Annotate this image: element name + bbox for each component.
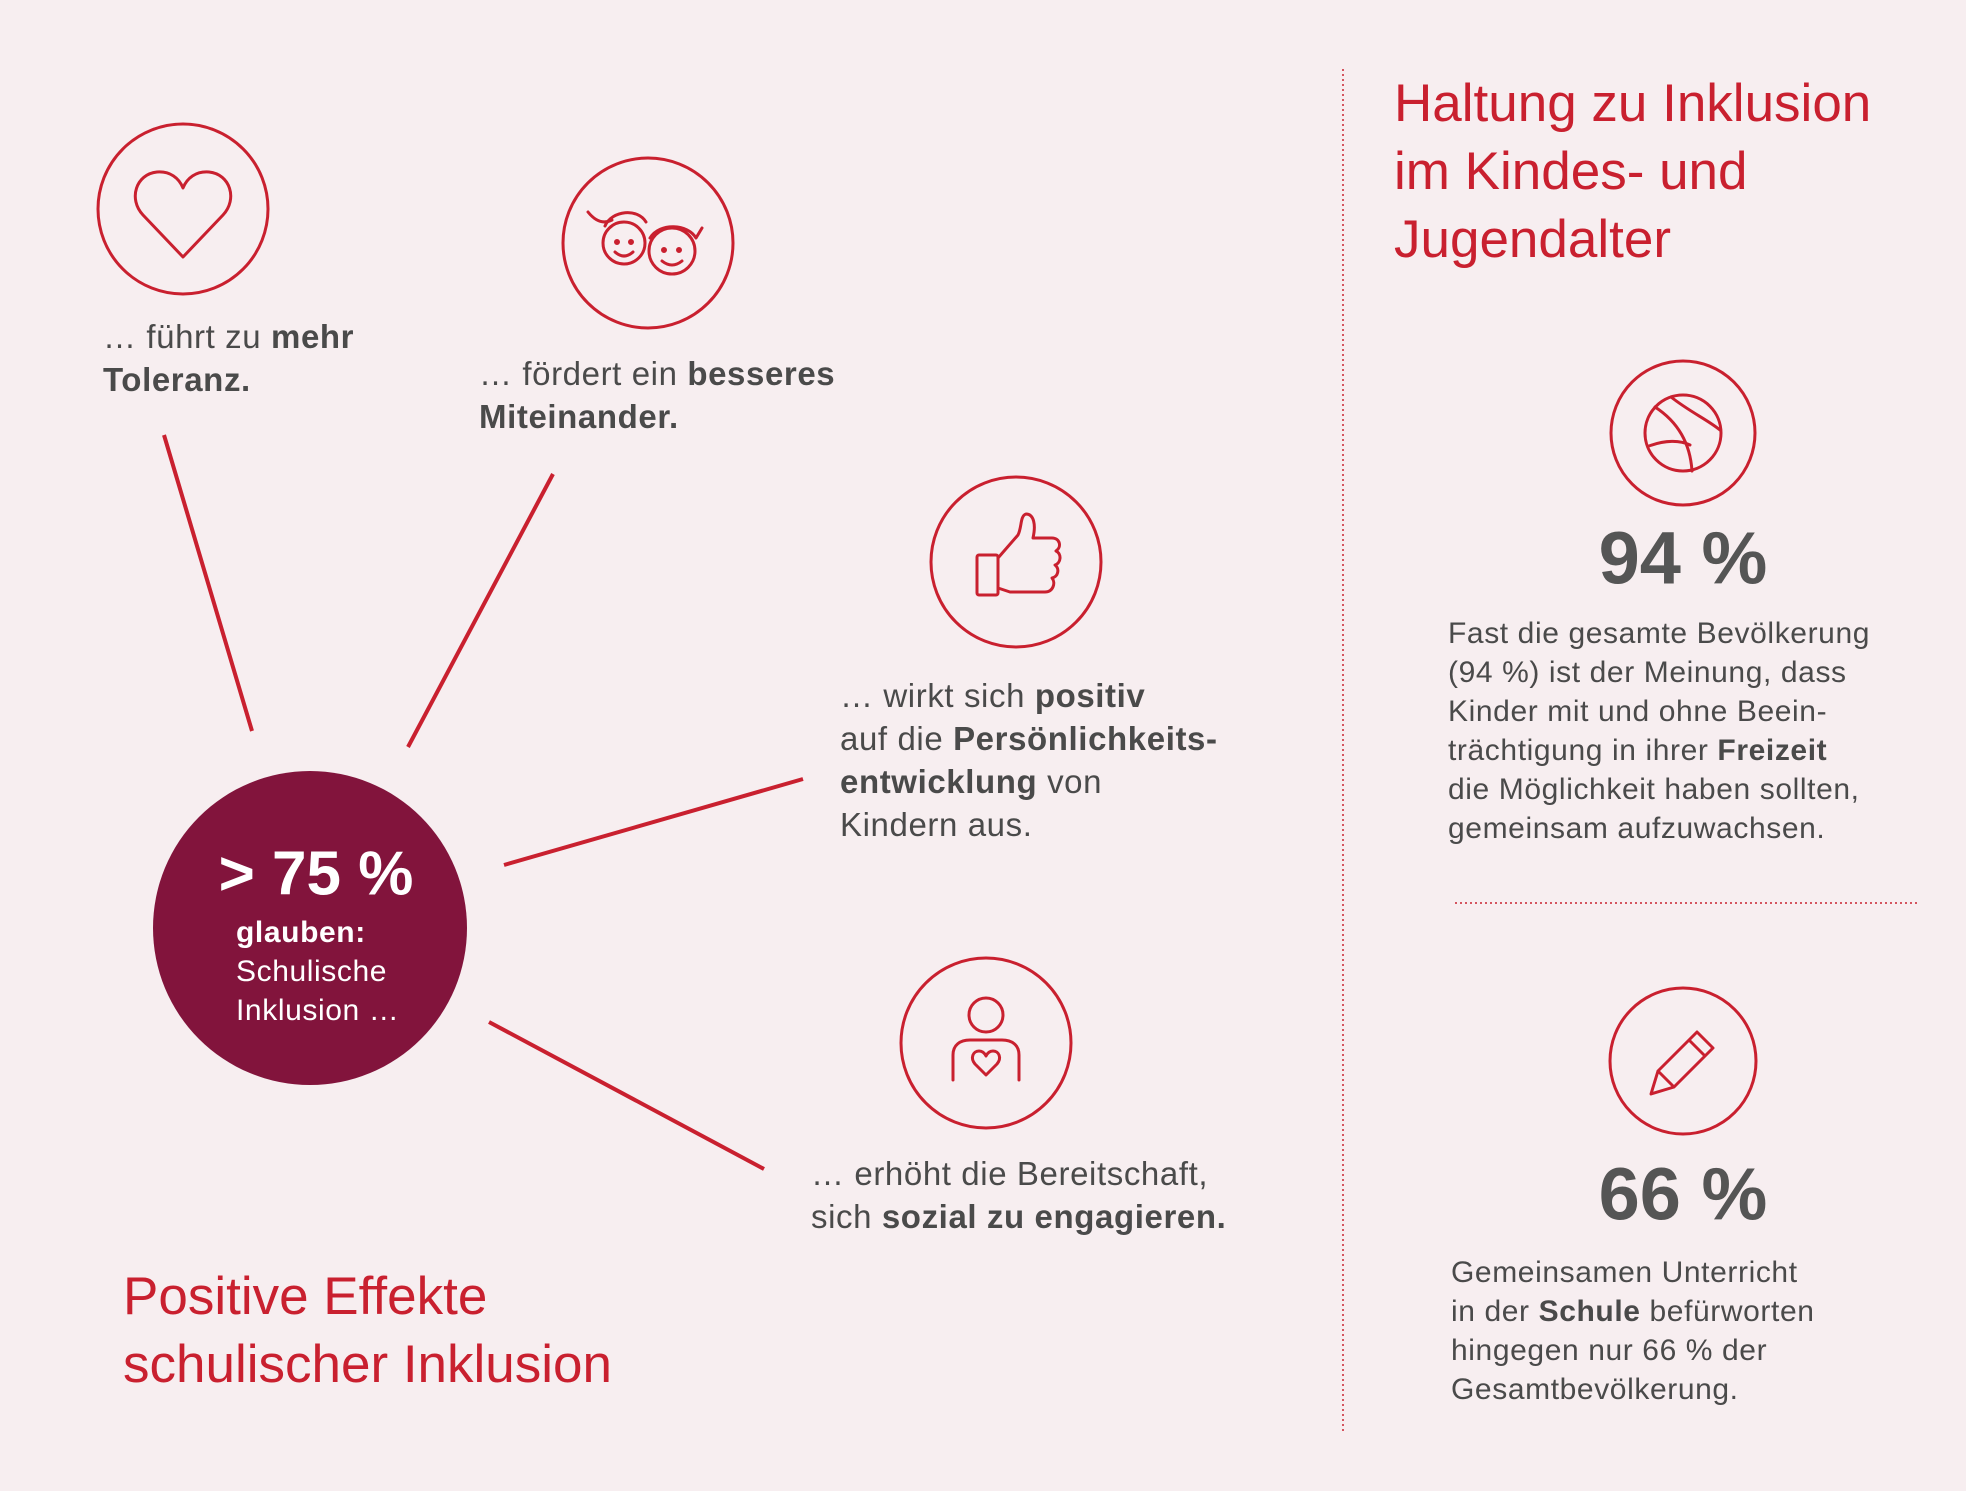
fact-stat: 94 %	[1599, 517, 1768, 600]
connector	[162, 434, 254, 732]
fact-text-segment: Freizeit	[1717, 734, 1827, 767]
connector	[503, 777, 804, 867]
effect-text-segment: … erhöht die Bereitschaft,	[811, 1155, 1208, 1192]
left-title: Positive Effekte	[123, 1267, 487, 1326]
fact-text-line: Kinder mit und ohne Beein-	[1448, 695, 1827, 728]
right-title: im Kindes- und	[1394, 142, 1748, 201]
fact-text-segment: Schule	[1539, 1295, 1641, 1328]
effect-text-segment: mehr	[271, 318, 354, 355]
effect-text-segment: sozial zu engagieren.	[882, 1198, 1227, 1235]
effect-text-line: entwicklung von	[840, 763, 1102, 800]
thumbs-up-icon	[929, 475, 1103, 649]
fact-text-segment: Gemeinsamen Unterricht	[1451, 1256, 1798, 1289]
effect-text-segment: … wirkt sich	[840, 677, 1035, 714]
fact-text-segment: hingegen nur 66 % der	[1451, 1334, 1767, 1367]
fact-text-segment: die Möglichkeit haben sollten,	[1448, 773, 1860, 806]
fact-text-line: Gemeinsamen Unterricht	[1451, 1256, 1798, 1289]
heart-icon	[96, 122, 270, 296]
effect-text-segment: entwicklung	[840, 763, 1037, 800]
center-text-line: glauben:	[236, 916, 366, 949]
effect-text-line: … führt zu mehr	[103, 318, 354, 355]
center-stat: > 75 %	[219, 839, 414, 908]
effect-text-segment: besseres	[687, 355, 835, 392]
effect-text-segment: Miteinander.	[479, 398, 679, 435]
effect-text-segment: … führt zu	[103, 318, 271, 355]
fact-text-segment: Kinder mit und ohne Beein-	[1448, 695, 1827, 728]
right-title: Jugendalter	[1394, 210, 1671, 269]
effect-text-segment: auf die	[840, 720, 953, 757]
effect-text-line: auf die Persönlichkeits-	[840, 720, 1218, 757]
effect-text-line: … erhöht die Bereitschaft,	[811, 1155, 1208, 1192]
fact-text-line: gemeinsam aufzuwachsen.	[1448, 812, 1825, 845]
fact-text-segment: in der	[1451, 1295, 1539, 1328]
ball-icon	[1609, 359, 1757, 507]
effect-text-segment: Persönlichkeits-	[953, 720, 1218, 757]
effect-text-segment: Toleranz.	[103, 361, 251, 398]
person-icon	[899, 956, 1073, 1130]
center-text-segment: Inklusion …	[236, 994, 399, 1027]
fact-text-line: (94 %) ist der Meinung, dass	[1448, 656, 1847, 689]
fact-text-line: in der Schule befürworten	[1451, 1295, 1815, 1328]
pencil-icon	[1608, 986, 1758, 1136]
effect-text-segment: positiv	[1035, 677, 1146, 714]
right-title: Haltung zu Inklusion	[1394, 74, 1871, 133]
effect-text-line: Kindern aus.	[840, 806, 1033, 843]
fact-stat: 66 %	[1599, 1153, 1768, 1236]
effect-text-line: Miteinander.	[479, 398, 679, 435]
connector	[488, 1020, 765, 1171]
fact-text-segment: befürworten	[1641, 1295, 1815, 1328]
effect-text-segment: sich	[811, 1198, 882, 1235]
connectors	[162, 434, 804, 1171]
fact-text-segment: trächtigung in ihrer	[1448, 734, 1717, 767]
fact-text-line: die Möglichkeit haben sollten,	[1448, 773, 1860, 806]
fact-text-segment: gemeinsam aufzuwachsen.	[1448, 812, 1825, 845]
effect-text-segment: … fördert ein	[479, 355, 687, 392]
effect-text-segment: von	[1037, 763, 1102, 800]
center-text-segment: glauben:	[236, 916, 366, 949]
fact-text-line: Fast die gesamte Bevölkerung	[1448, 617, 1870, 650]
fact-text-line: Gesamtbevölkerung.	[1451, 1373, 1739, 1406]
connector	[406, 473, 555, 748]
fact-text-line: hingegen nur 66 % der	[1451, 1334, 1767, 1367]
effect-text-line: sich sozial zu engagieren.	[811, 1198, 1226, 1235]
fact-text-segment: Gesamtbevölkerung.	[1451, 1373, 1739, 1406]
left-title: schulischer Inklusion	[123, 1335, 612, 1394]
fact-text-line: trächtigung in ihrer Freizeit	[1448, 734, 1827, 767]
effect-text-line: Toleranz.	[103, 361, 251, 398]
fact-text-segment: Fast die gesamte Bevölkerung	[1448, 617, 1870, 650]
fact-text-segment: (94 %) ist der Meinung, dass	[1448, 656, 1847, 689]
center-circle	[153, 771, 467, 1085]
center-text-segment: Schulische	[236, 955, 387, 988]
effect-text-line: … wirkt sich positiv	[840, 677, 1145, 714]
effect-text-line: … fördert ein besseres	[479, 355, 835, 392]
kids-icon	[561, 156, 735, 330]
center-text-line: Schulische	[236, 955, 387, 988]
center-text-line: Inklusion …	[236, 994, 399, 1027]
effect-text-segment: Kindern aus.	[840, 806, 1033, 843]
